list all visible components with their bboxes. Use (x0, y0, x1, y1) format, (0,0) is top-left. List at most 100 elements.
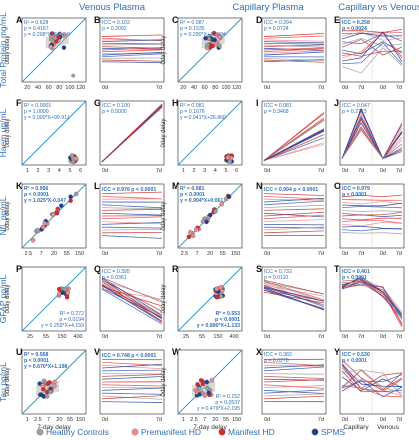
data-point (65, 290, 71, 296)
stat-text: p = 0.0110 (264, 275, 288, 281)
series-line (101, 42, 163, 45)
stat-text: p < 0.0001 (180, 192, 205, 198)
stat-text: p < 0.0001 (342, 358, 367, 364)
panel-letter: K (16, 181, 23, 191)
panel-letter: G (94, 98, 101, 108)
identity-line (21, 17, 87, 83)
series-line (263, 51, 325, 56)
data-point (30, 237, 36, 243)
legend: Healthy Controls Premanifest HD Manifest H… (36, 427, 345, 437)
series-line (341, 276, 403, 317)
data-point (225, 155, 231, 160)
series-line (263, 48, 325, 53)
stat-text: y = 0.890*X+1.133 (197, 323, 240, 329)
series-line (101, 57, 163, 59)
panel-L: L 0d 7d ICC = 0.976 p < 0.0001 (94, 181, 165, 257)
x-tick-label: 100 (221, 85, 230, 91)
stat-text: y = 0.259*X+4.159 (41, 323, 84, 329)
x-tick-label: 7d (358, 251, 364, 257)
series-line (263, 128, 325, 161)
series-line (341, 362, 403, 392)
x-tick-label: 4 (58, 168, 61, 174)
series-line (263, 288, 325, 311)
x-tick-label: 60 (46, 85, 52, 91)
x-tick-label: 80 (56, 85, 62, 91)
series-line (101, 226, 163, 229)
data-point (40, 383, 45, 388)
series-line (341, 282, 403, 320)
x-tick-label: 0d (264, 168, 270, 174)
series-line (263, 364, 325, 369)
x-tick-label: 0d (102, 85, 108, 91)
data-point (211, 30, 217, 36)
series-line (263, 41, 325, 44)
legend-marker (218, 428, 226, 436)
series-line (263, 226, 325, 231)
series-line (101, 103, 163, 163)
series-line (263, 47, 325, 51)
stat-text: R² = 0.628 (24, 20, 48, 26)
series-line (101, 363, 163, 369)
panel-letter: R (172, 264, 179, 274)
stat-text: R² = 0.081 (180, 103, 204, 109)
x-tick-label: 7d (156, 168, 162, 174)
x-tick-label: 150 (232, 417, 241, 423)
data-point (213, 41, 219, 47)
series-line (263, 112, 325, 161)
stat-text: p = 0.0194 (59, 317, 84, 323)
data-point (209, 378, 214, 383)
data-point (45, 381, 51, 387)
series-line (101, 387, 163, 391)
y-axis-label: 0day delay (161, 367, 167, 396)
data-point (210, 43, 215, 49)
data-point (194, 227, 199, 232)
panel-letter: V (94, 347, 100, 357)
stat-text: R² = 0.553 (216, 311, 240, 317)
x-tick-label: 0d (342, 417, 348, 423)
x-tick-label: 0d (342, 251, 348, 257)
data-point (68, 194, 73, 199)
x-tick-label: 0d (264, 417, 270, 423)
legend-item: Manifest HD (218, 427, 275, 437)
panel-letter: H (172, 98, 179, 108)
series-line (101, 191, 163, 194)
series-line (341, 107, 403, 160)
data-point (219, 201, 224, 207)
data-point (49, 31, 55, 36)
stat-text: R² = 0.272 (60, 311, 84, 317)
series-line (341, 210, 403, 212)
x-tick-label: 0d (264, 85, 270, 91)
stat-text: ICC = 0.748 p < 0.0001 (102, 353, 156, 359)
data-point (217, 43, 223, 49)
x-tick-label: 3 (203, 168, 206, 174)
row-label: GFAP pg/mL (0, 274, 8, 323)
y-axis-label: 0day delay (5, 118, 11, 147)
panel-letter: D (256, 15, 263, 25)
series-line (101, 221, 163, 225)
stat-text: ICC = 0.401 (342, 269, 370, 275)
x-tick-label: 7d (318, 417, 324, 423)
x-tick-label: 150 (231, 251, 240, 257)
data-point (227, 159, 233, 164)
series-line (341, 33, 403, 45)
row-3: GFAP pg/mL P 0day delay 25 55 150 400 R² = 0.27… (0, 264, 405, 340)
identity-line (21, 266, 87, 332)
series-line (341, 202, 403, 207)
data-point (190, 233, 196, 239)
stat-text: R² = 0.981 (180, 186, 204, 192)
identity-line (177, 17, 243, 83)
series-line (341, 32, 403, 40)
stat-text: p = 0.2092 (102, 26, 127, 32)
series-line (263, 219, 325, 222)
series-line (101, 52, 163, 56)
stat-text: ICC = 0.382 (264, 352, 292, 358)
x-tick-label: 150 (213, 334, 222, 340)
